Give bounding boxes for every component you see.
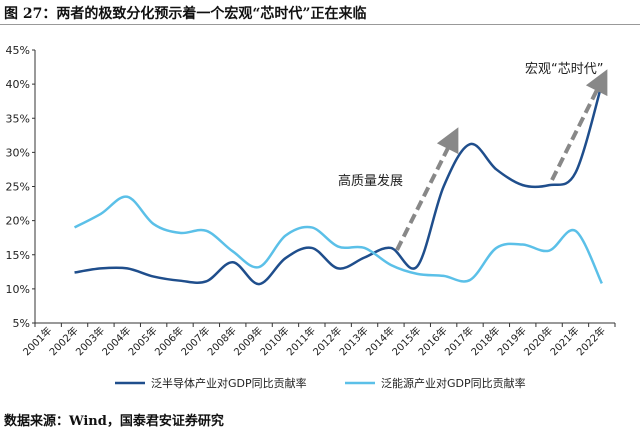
y-tick-label: 10% [6, 283, 30, 296]
trend-arrow [550, 69, 608, 181]
annotation: 宏观“芯时代” [525, 62, 603, 77]
series-line-0 [74, 83, 604, 286]
y-tick-label: 35% [6, 112, 30, 125]
y-tick-label: 25% [6, 181, 30, 194]
legend-label-0: 泛半导体产业对GDP同比贡献率 [151, 376, 307, 390]
y-tick-label: 15% [6, 249, 30, 262]
annotation: 高质量发展 [338, 173, 403, 189]
y-tick-label: 45% [6, 44, 30, 57]
x-tick-label: 2022年 [574, 324, 608, 358]
series-line-1 [73, 195, 603, 284]
figure-title: 图 27：两者的极致分化预示着一个宏观“芯时代”正在来临 [4, 6, 367, 22]
source-note: 数据来源：Wind，国泰君安证券研究 [4, 414, 224, 429]
legend-label-1: 泛能源产业对GDP同比贡献率 [381, 376, 526, 390]
title-divider [0, 24, 640, 25]
y-tick-label: 40% [6, 78, 30, 91]
y-tick-label: 20% [6, 215, 30, 228]
y-tick-label: 5% [13, 317, 30, 330]
y-tick-label: 30% [6, 146, 30, 159]
trend-arrow [395, 127, 459, 251]
